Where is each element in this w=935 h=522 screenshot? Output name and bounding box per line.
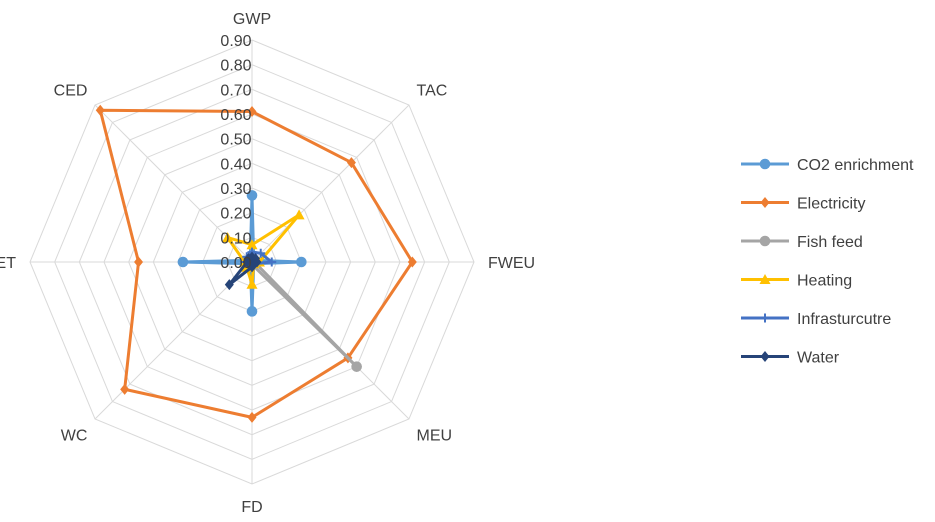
water-point <box>224 279 234 291</box>
tick-label: 0.00 <box>220 255 251 272</box>
tick-label: 0.20 <box>220 206 251 223</box>
legend-electricity-point <box>760 197 770 208</box>
tick-label: 0.50 <box>220 132 251 149</box>
legend-item-infrasturcutre: Infrasturcutre <box>741 311 891 328</box>
legend-infrasturcutre-point <box>760 313 770 323</box>
axis-label-wc: WC <box>61 428 88 445</box>
legend-label: Electricity <box>797 196 865 213</box>
axis-labels: GWP TAC FWEU MEU FD WC ET CED <box>0 11 535 516</box>
legend-item-water: Water <box>741 350 840 367</box>
legend-label: Heating <box>797 273 852 290</box>
electricity-point <box>134 256 144 268</box>
infrasturcutre-point <box>256 248 266 258</box>
legend-item-electricity: Electricity <box>741 196 865 213</box>
electricity-point <box>95 104 105 116</box>
legend-label: CO2 enrichment <box>797 157 914 174</box>
water-point <box>244 253 254 265</box>
legend-co2-enrichment-point <box>759 158 771 170</box>
axis-label-tac: TAC <box>417 82 448 99</box>
series-layer <box>95 104 417 423</box>
co2-enrichment-point <box>177 256 189 268</box>
electricity-point <box>346 157 356 169</box>
tick-label: 0.10 <box>220 230 251 247</box>
legend-label: Infrasturcutre <box>797 311 891 328</box>
legend-label: Fish feed <box>797 234 863 251</box>
legend-heating-point <box>759 274 771 284</box>
electricity-point <box>247 106 257 118</box>
legend-item-fish-feed: Fish feed <box>741 234 863 251</box>
heating-point <box>246 278 258 289</box>
electricity-point <box>247 411 257 423</box>
axis-label-fweu: FWEU <box>488 255 535 272</box>
tick-label: 0.70 <box>220 82 251 99</box>
heating-point <box>246 239 258 250</box>
co2-enrichment-point <box>246 306 258 317</box>
axis-label-gwp: GWP <box>233 11 271 28</box>
axis-label-ced: CED <box>54 82 88 99</box>
series-line-fish-feed <box>248 255 359 369</box>
legend-item-heating: Heating <box>741 273 852 290</box>
tick-label: 0.30 <box>220 181 251 198</box>
axis-label-et: ET <box>0 255 16 272</box>
infrasturcutre-point <box>267 257 277 267</box>
heating-point <box>222 232 234 243</box>
co2-enrichment-point <box>246 190 258 201</box>
legend: CO2 enrichment Electricity Fish feed Heatin… <box>741 157 914 367</box>
legend-label: Water <box>797 350 840 367</box>
legend-water-point <box>760 351 770 362</box>
legend-item-co2-enrichment: CO2 enrichment <box>741 157 914 174</box>
axis-label-meu: MEU <box>417 428 453 445</box>
axis-label-fd: FD <box>241 499 262 516</box>
tick-labels: 0.00 0.10 0.20 0.30 0.40 0.50 0.60 0.70 0.80 0.90 <box>220 33 251 272</box>
series-electricity <box>95 104 417 423</box>
tick-label: 0.60 <box>220 107 251 124</box>
co2-enrichment-point <box>296 256 307 268</box>
series-fish-feed <box>244 251 362 372</box>
tick-label: 0.80 <box>220 58 251 75</box>
tick-label: 0.90 <box>220 33 251 50</box>
grid-spoke <box>94 261 253 420</box>
electricity-point <box>120 383 130 395</box>
legend-fish-feed-point <box>759 235 771 247</box>
heating-point <box>293 209 305 220</box>
tick-label: 0.40 <box>220 156 251 173</box>
electricity-point <box>407 256 417 268</box>
grid-spoke <box>251 104 410 263</box>
series-water <box>224 251 262 291</box>
fish-feed-point <box>351 361 362 372</box>
